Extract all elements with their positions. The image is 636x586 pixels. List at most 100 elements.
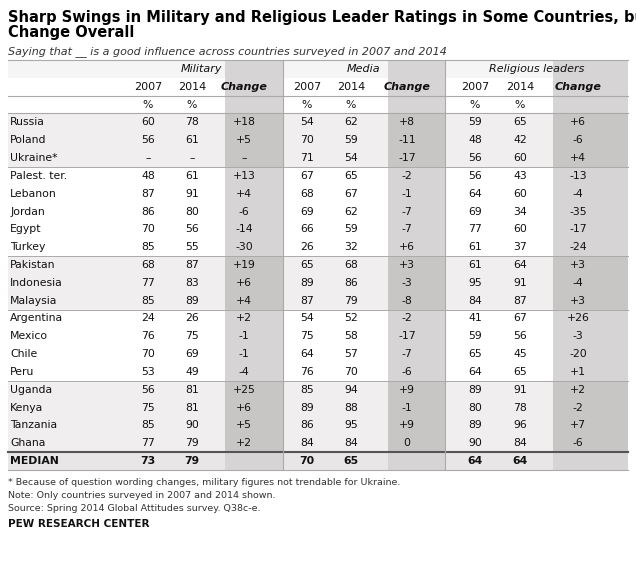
Text: -24: -24 [569,242,587,252]
Bar [8,114,628,167]
Text: 61: 61 [185,171,199,181]
Text: 64: 64 [468,367,482,377]
Text: 88: 88 [344,403,358,413]
Text: +6: +6 [570,117,586,127]
Text: %: % [187,100,197,110]
Text: -6: -6 [572,135,583,145]
Text: Media: Media [347,64,381,74]
Text: 56: 56 [468,153,482,163]
Text: Note: Only countries surveyed in 2007 and 2014 shown.: Note: Only countries surveyed in 2007 an… [8,491,275,500]
Text: Palest. ter.: Palest. ter. [10,171,67,181]
Text: Poland: Poland [10,135,46,145]
Text: Tanzania: Tanzania [10,420,57,431]
Text: 86: 86 [344,278,358,288]
Text: +9: +9 [399,420,415,431]
Text: 91: 91 [185,189,199,199]
Text: 85: 85 [300,385,314,395]
Text: -6: -6 [572,438,583,448]
Text: 56: 56 [141,385,155,395]
Text: 94: 94 [344,385,358,395]
Text: –: – [190,153,195,163]
Text: Saying that __ is a good influence across countries surveyed in 2007 and 2014: Saying that __ is a good influence acros… [8,46,447,57]
Text: -4: -4 [572,189,583,199]
Text: 79: 79 [184,456,200,466]
Text: +19: +19 [233,260,256,270]
Text: 68: 68 [141,260,155,270]
Text: -4: -4 [238,367,249,377]
Text: 70: 70 [300,456,315,466]
Text: 79: 79 [185,438,199,448]
Text: +6: +6 [236,278,252,288]
Text: %: % [346,100,356,110]
Text: -4: -4 [572,278,583,288]
Text: %: % [470,100,480,110]
Text: 64: 64 [513,456,528,466]
Bar [225,256,283,309]
Text: %: % [143,100,153,110]
Text: 65: 65 [513,117,527,127]
Text: 89: 89 [468,385,482,395]
Text: 65: 65 [343,456,359,466]
Text: -2: -2 [401,314,412,323]
Bar [225,114,283,470]
Text: Sharp Swings in Military and Religious Leader Ratings in Some Countries, but Lit: Sharp Swings in Military and Religious L… [8,10,636,25]
Text: 87: 87 [300,296,314,306]
Text: 2014: 2014 [337,81,365,92]
Text: 86: 86 [300,420,314,431]
Text: 60: 60 [513,189,527,199]
Bar [8,381,628,452]
Text: 60: 60 [513,224,527,234]
Text: 2014: 2014 [178,81,206,92]
Text: -30: -30 [235,242,253,252]
Text: 70: 70 [300,135,314,145]
Text: %: % [302,100,312,110]
Text: 87: 87 [185,260,199,270]
Text: -1: -1 [238,349,249,359]
Text: -20: -20 [569,349,587,359]
Text: -2: -2 [572,403,583,413]
Bar [388,256,445,309]
Text: -8: -8 [401,296,412,306]
Text: +3: +3 [570,260,586,270]
Text: Ukraine*: Ukraine* [10,153,57,163]
Text: 60: 60 [513,153,527,163]
Text: +2: +2 [570,385,586,395]
Text: 56: 56 [185,224,199,234]
Text: PEW RESEARCH CENTER: PEW RESEARCH CENTER [8,519,149,529]
Text: Pakistan: Pakistan [10,260,55,270]
Text: 70: 70 [141,224,155,234]
Text: 67: 67 [300,171,314,181]
Text: +4: +4 [236,296,252,306]
Text: 65: 65 [513,367,527,377]
Text: +18: +18 [233,117,256,127]
Text: 62: 62 [344,117,358,127]
Text: -6: -6 [401,367,412,377]
Bar [388,114,445,470]
Text: 77: 77 [141,278,155,288]
Text: 56: 56 [141,135,155,145]
Text: 64: 64 [468,189,482,199]
Text: 69: 69 [468,206,482,216]
Text: 69: 69 [185,349,199,359]
Text: -7: -7 [401,349,412,359]
Text: 58: 58 [344,331,358,341]
Text: 84: 84 [513,438,527,448]
Text: 85: 85 [141,242,155,252]
Text: 64: 64 [300,349,314,359]
Text: 67: 67 [513,314,527,323]
Text: 26: 26 [185,314,199,323]
Text: +8: +8 [399,117,415,127]
Text: +6: +6 [399,242,415,252]
Text: 95: 95 [468,278,482,288]
Text: -7: -7 [401,206,412,216]
Text: 83: 83 [185,278,199,288]
Text: -2: -2 [401,171,412,181]
Text: Change: Change [221,81,267,92]
Text: Indonesia: Indonesia [10,278,63,288]
Text: 86: 86 [141,206,155,216]
Text: -17: -17 [398,331,416,341]
Text: -3: -3 [572,331,583,341]
Text: Change: Change [555,81,602,92]
Text: +26: +26 [567,314,590,323]
Text: 48: 48 [468,135,482,145]
